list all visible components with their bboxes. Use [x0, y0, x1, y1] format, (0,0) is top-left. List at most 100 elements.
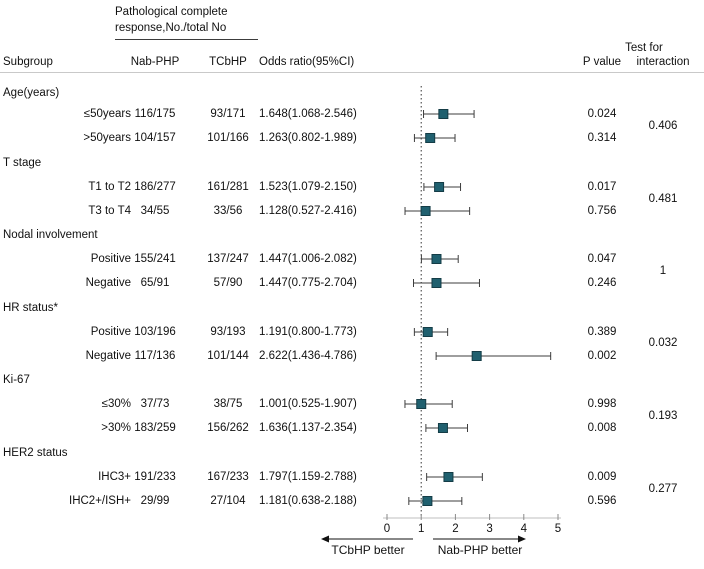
table-row: >30% 183/259 156/262 1.636(1.137-2.354) …: [0, 416, 704, 440]
p-value: 0.017: [587, 181, 617, 193]
p-value: 0.047: [587, 253, 617, 265]
odds-ratio-value: 1.181(0.638-2.188): [259, 495, 357, 507]
table-row: T3 to T4 34/55 33/56 1.128(0.527-2.416) …: [0, 199, 704, 223]
interaction-p-value: 0.481: [648, 193, 678, 205]
group-row-hr-status: HR status*: [0, 296, 704, 320]
odds-ratio-value: 1.797(1.159-2.788): [259, 471, 357, 483]
or-point-marker: [420, 206, 431, 216]
tcbhp-value: 161/281: [207, 181, 249, 193]
or-point-marker: [471, 351, 482, 361]
pcr-spanner-line2: response,No./total No: [115, 22, 227, 34]
group-label: Age(years): [3, 87, 60, 99]
odds-ratio-value: 1.648(1.068-2.546): [259, 108, 357, 120]
header-divider-line: [0, 72, 704, 73]
tcbhp-value: 101/166: [207, 132, 249, 144]
p-value: 0.756: [587, 205, 617, 217]
left-direction-label: TCbHP better: [331, 543, 404, 557]
group-row-her2: HER2 status: [0, 441, 704, 465]
group-label: Nodal involvement: [3, 229, 98, 241]
subgroup-label: T3 to T4: [88, 205, 131, 217]
col-header-test-for: Test for: [625, 42, 663, 54]
table-row: IHC2+/ISH+ 29/99 27/104 1.181(0.638-2.18…: [0, 489, 704, 513]
p-value: 0.389: [587, 326, 617, 338]
or-point-marker: [422, 496, 433, 506]
x-axis-tick-label: 2: [452, 523, 458, 535]
or-point-marker: [431, 254, 442, 264]
p-value: 0.024: [587, 108, 617, 120]
odds-ratio-value: 1.263(0.802-1.989): [259, 132, 357, 144]
col-header-p-value: P value: [582, 56, 622, 68]
nab-php-value: 186/277: [134, 181, 176, 193]
table-row: Negative 117/136 101/144 2.622(1.436-4.7…: [0, 344, 704, 368]
tcbhp-value: 137/247: [207, 253, 249, 265]
x-axis-tick-label: 4: [521, 523, 528, 535]
group-label: Ki-67: [3, 374, 30, 386]
or-point-marker: [416, 399, 427, 409]
odds-ratio-value: 1.128(0.527-2.416): [259, 205, 357, 217]
odds-ratio-value: 1.447(0.775-2.704): [259, 277, 357, 289]
tcbhp-value: 27/104: [210, 495, 246, 507]
nab-php-value: 65/91: [140, 277, 170, 289]
subgroup-label: Positive: [90, 326, 131, 338]
subgroup-label: ≤50years: [83, 108, 131, 120]
nab-php-value: 191/233: [134, 471, 176, 483]
nab-php-value: 37/73: [140, 398, 170, 410]
tcbhp-value: 93/193: [210, 326, 246, 338]
group-row-ki67: Ki-67: [0, 368, 704, 392]
group-label: HR status*: [3, 302, 58, 314]
nab-php-value: 29/99: [140, 495, 170, 507]
table-row: IHC3+ 191/233 167/233 1.797(1.159-2.788)…: [0, 465, 704, 489]
interaction-p-value: 0.277: [648, 483, 678, 495]
table-row: Negative 65/91 57/90 1.447(0.775-2.704) …: [0, 271, 704, 295]
subgroup-label: Negative: [85, 350, 131, 362]
tcbhp-value: 101/144: [207, 350, 249, 362]
group-row-t-stage: T stage: [0, 151, 704, 175]
subgroup-label: Negative: [85, 277, 131, 289]
or-point-marker: [425, 133, 436, 143]
odds-ratio-value: 2.622(1.436-4.786): [259, 350, 357, 362]
p-value: 0.002: [587, 350, 617, 362]
or-point-marker: [437, 423, 448, 433]
or-point-marker: [434, 182, 445, 192]
tcbhp-value: 33/56: [213, 205, 243, 217]
right-arrow-head: [518, 535, 526, 543]
tcbhp-value: 57/90: [213, 277, 243, 289]
subgroup-label: Positive: [90, 253, 131, 265]
right-direction-label: Nab-PHP better: [438, 543, 523, 557]
table-row: Positive 103/196 93/193 1.191(0.800-1.77…: [0, 320, 704, 344]
col-header-subgroup: Subgroup: [3, 56, 53, 68]
interaction-p-value: 0.406: [648, 120, 678, 132]
subgroup-label: IHC2+/ISH+: [69, 495, 131, 507]
interaction-p-value: 1: [659, 265, 667, 277]
pcr-spanner-line1: Pathological complete: [115, 6, 228, 18]
p-value: 0.596: [587, 495, 617, 507]
group-label: T stage: [3, 157, 42, 169]
subgroup-label: IHC3+: [98, 471, 131, 483]
or-point-marker: [438, 109, 449, 119]
interaction-p-value: 0.032: [648, 337, 678, 349]
group-label: HER2 status: [3, 447, 68, 459]
nab-php-value: 34/55: [140, 205, 170, 217]
pcr-column-spanner: Pathological complete response,No./total…: [115, 4, 258, 40]
table-row: T1 to T2 186/277 161/281 1.523(1.079-2.1…: [0, 175, 704, 199]
nab-php-value: 104/157: [134, 132, 176, 144]
col-header-odds-ratio: Odds ratio(95%CI): [259, 56, 355, 68]
or-point-marker: [422, 327, 433, 337]
table-row: ≤50years 116/175 93/171 1.648(1.068-2.54…: [0, 102, 704, 126]
nab-php-value: 103/196: [134, 326, 176, 338]
nab-php-value: 116/175: [134, 108, 176, 120]
odds-ratio-value: 1.447(1.006-2.082): [259, 253, 357, 265]
subgroup-label: ≤30%: [101, 398, 131, 410]
odds-ratio-value: 1.523(1.079-2.150): [259, 181, 357, 193]
subgroup-label: T1 to T2: [88, 181, 131, 193]
table-row: ≤30% 37/73 38/75 1.001(0.525-1.907) 0.99…: [0, 392, 704, 416]
group-row-nodal: Nodal involvement: [0, 223, 704, 247]
odds-ratio-value: 1.636(1.137-2.354): [259, 422, 357, 434]
x-axis-tick-label: 0: [384, 523, 390, 535]
nab-php-value: 155/241: [134, 253, 176, 265]
table-row: Positive 155/241 137/247 1.447(1.006-2.0…: [0, 247, 704, 271]
x-axis-tick-label: 3: [486, 523, 492, 535]
p-value: 0.009: [587, 471, 617, 483]
tcbhp-value: 156/262: [207, 422, 249, 434]
